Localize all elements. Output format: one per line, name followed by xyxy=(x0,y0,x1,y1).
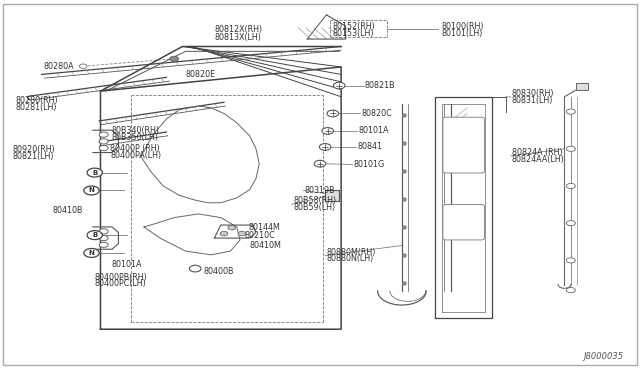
Circle shape xyxy=(99,242,108,247)
Text: N: N xyxy=(88,187,95,193)
Text: 80400PA(LH): 80400PA(LH) xyxy=(110,151,161,160)
Text: 80B59(LH): 80B59(LH) xyxy=(293,203,335,212)
Text: 80824AA(LH): 80824AA(LH) xyxy=(512,155,564,164)
Text: 80400PC(LH): 80400PC(LH) xyxy=(95,279,147,288)
Circle shape xyxy=(566,109,575,114)
Text: 80B58(RH): 80B58(RH) xyxy=(293,196,336,205)
FancyBboxPatch shape xyxy=(443,117,484,173)
Circle shape xyxy=(327,110,339,117)
Circle shape xyxy=(314,160,326,167)
Circle shape xyxy=(319,144,331,150)
Circle shape xyxy=(238,231,246,236)
Circle shape xyxy=(87,168,102,177)
Text: 80410M: 80410M xyxy=(250,241,282,250)
Text: B: B xyxy=(92,170,97,176)
Circle shape xyxy=(333,82,345,89)
Text: 80281(LH): 80281(LH) xyxy=(16,103,58,112)
Circle shape xyxy=(322,128,333,134)
Text: 80400B: 80400B xyxy=(204,267,234,276)
Text: 80400P (RH): 80400P (RH) xyxy=(110,144,160,153)
Text: 80101(LH): 80101(LH) xyxy=(442,29,483,38)
Text: 80101G: 80101G xyxy=(354,160,385,169)
Circle shape xyxy=(566,288,575,293)
Bar xyxy=(325,190,339,201)
Circle shape xyxy=(170,56,179,61)
Circle shape xyxy=(84,186,99,195)
Text: N: N xyxy=(88,250,95,256)
Text: 80100(RH): 80100(RH) xyxy=(442,22,484,31)
Circle shape xyxy=(220,231,228,236)
Text: 80880N(LH): 80880N(LH) xyxy=(326,254,374,263)
Text: 80841: 80841 xyxy=(357,142,382,151)
Text: 80813X(LH): 80813X(LH) xyxy=(214,33,261,42)
Circle shape xyxy=(189,265,201,272)
Text: 80410B: 80410B xyxy=(52,206,83,215)
Text: J8000035: J8000035 xyxy=(584,352,624,361)
Circle shape xyxy=(566,221,575,226)
Circle shape xyxy=(566,146,575,151)
Text: 80820E: 80820E xyxy=(186,70,216,79)
Circle shape xyxy=(99,132,108,137)
Text: 80920(RH): 80920(RH) xyxy=(13,145,56,154)
Circle shape xyxy=(99,145,108,151)
Text: 80B350(LH): 80B350(LH) xyxy=(112,133,159,142)
Text: 80824A (RH): 80824A (RH) xyxy=(512,148,563,157)
Text: 80812X(RH): 80812X(RH) xyxy=(214,25,262,34)
Text: 80880M(RH): 80880M(RH) xyxy=(326,248,376,257)
Text: 80144M: 80144M xyxy=(248,223,280,232)
Text: 80820C: 80820C xyxy=(362,109,392,118)
Circle shape xyxy=(566,258,575,263)
Circle shape xyxy=(99,235,108,241)
Text: 80830(RH): 80830(RH) xyxy=(512,89,554,98)
FancyBboxPatch shape xyxy=(443,205,484,240)
Text: 80280(RH): 80280(RH) xyxy=(16,96,59,105)
Circle shape xyxy=(84,248,99,257)
Circle shape xyxy=(79,64,87,68)
Text: 80101A: 80101A xyxy=(358,126,389,135)
Text: 80831(LH): 80831(LH) xyxy=(512,96,554,105)
Text: B: B xyxy=(92,232,97,238)
Text: 80153(LH): 80153(LH) xyxy=(333,29,374,38)
Text: 80152(RH): 80152(RH) xyxy=(333,22,376,31)
Text: 80280A: 80280A xyxy=(44,62,74,71)
Circle shape xyxy=(99,229,108,234)
Text: 80101A: 80101A xyxy=(112,260,143,269)
Text: 80400PB(RH): 80400PB(RH) xyxy=(95,273,147,282)
Text: 80319B: 80319B xyxy=(305,186,335,195)
Text: 80B340(RH): 80B340(RH) xyxy=(112,126,160,135)
Text: 80821B: 80821B xyxy=(365,81,396,90)
Bar xyxy=(576,83,588,90)
Text: 80210C: 80210C xyxy=(244,231,275,240)
Circle shape xyxy=(566,183,575,189)
Circle shape xyxy=(99,139,108,144)
Circle shape xyxy=(228,225,236,230)
Text: 80821(LH): 80821(LH) xyxy=(13,152,54,161)
Circle shape xyxy=(87,231,102,240)
